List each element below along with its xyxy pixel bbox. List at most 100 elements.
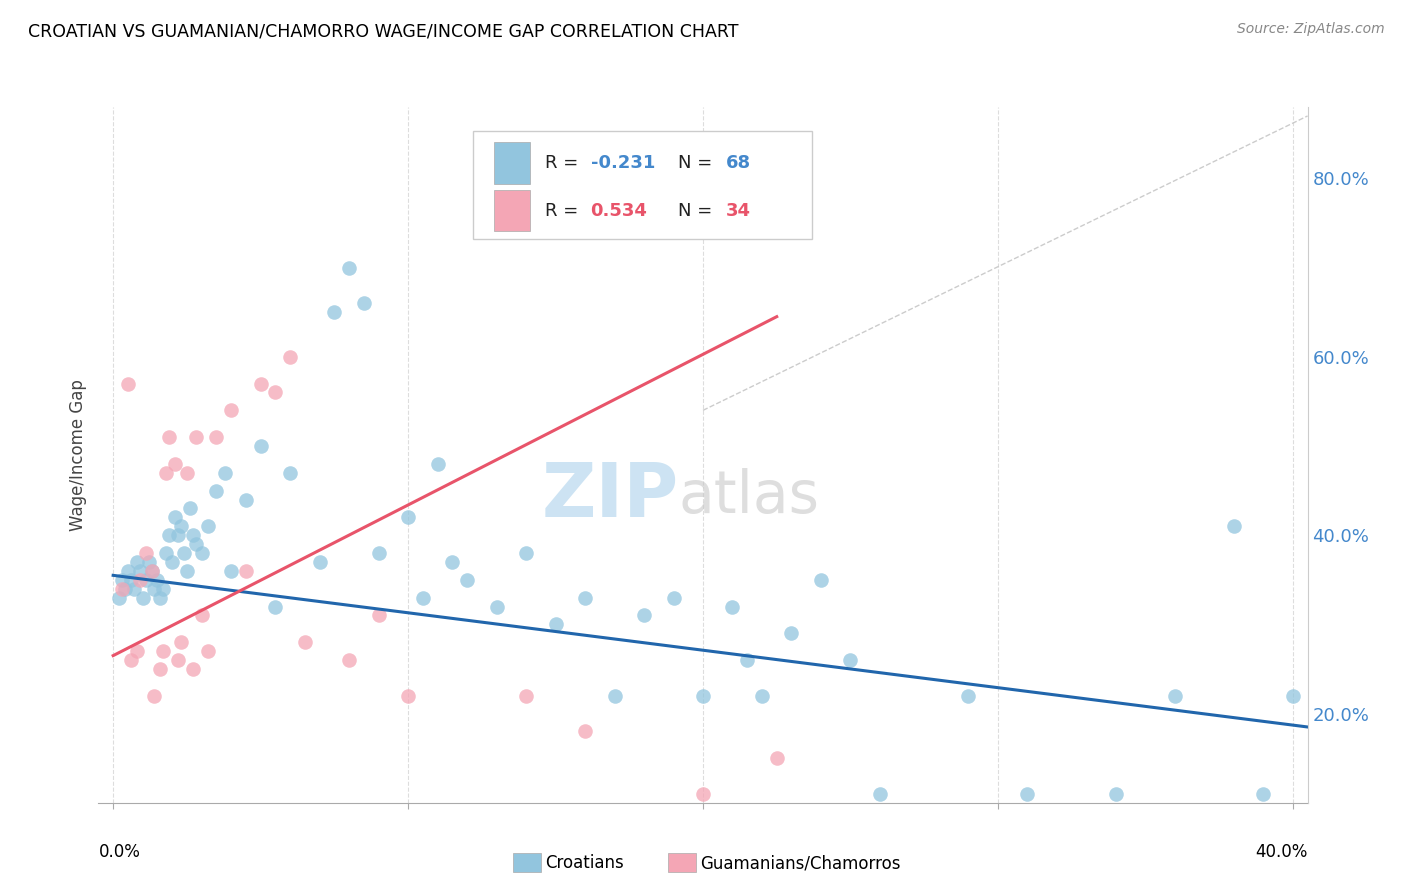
- Point: [117, 376, 139, 391]
- Point: [167, 653, 190, 667]
- Point: [957, 689, 980, 703]
- Point: [131, 591, 153, 605]
- Text: R =: R =: [544, 202, 583, 219]
- Point: [179, 501, 201, 516]
- Point: [184, 537, 207, 551]
- Point: [515, 689, 537, 703]
- Point: [264, 599, 287, 614]
- Point: [152, 644, 174, 658]
- Point: [155, 546, 177, 560]
- Point: [149, 591, 172, 605]
- Point: [278, 350, 301, 364]
- Point: [426, 457, 449, 471]
- Point: [1164, 689, 1187, 703]
- Point: [1017, 787, 1039, 801]
- Point: [353, 296, 375, 310]
- Text: 40.0%: 40.0%: [1256, 843, 1308, 861]
- Text: Source: ZipAtlas.com: Source: ZipAtlas.com: [1237, 22, 1385, 37]
- Point: [1223, 519, 1246, 533]
- Text: ZIP: ZIP: [541, 460, 679, 533]
- Point: [810, 573, 832, 587]
- Point: [735, 653, 758, 667]
- Text: N =: N =: [678, 154, 717, 172]
- Point: [869, 787, 891, 801]
- Point: [412, 591, 434, 605]
- Point: [337, 653, 360, 667]
- Point: [120, 573, 142, 587]
- Point: [396, 689, 419, 703]
- Point: [485, 599, 508, 614]
- Point: [160, 555, 183, 569]
- Point: [165, 457, 187, 471]
- Point: [117, 564, 139, 578]
- Point: [308, 555, 330, 569]
- Point: [205, 483, 228, 498]
- Y-axis label: Wage/Income Gap: Wage/Income Gap: [69, 379, 87, 531]
- Point: [181, 528, 204, 542]
- Text: 0.534: 0.534: [591, 202, 647, 219]
- FancyBboxPatch shape: [494, 190, 530, 231]
- Text: N =: N =: [678, 202, 717, 219]
- Point: [294, 635, 316, 649]
- Point: [1105, 787, 1128, 801]
- Point: [323, 305, 346, 319]
- Point: [780, 626, 803, 640]
- Point: [157, 430, 180, 444]
- Point: [574, 591, 596, 605]
- Point: [128, 564, 150, 578]
- Point: [146, 573, 169, 587]
- Point: [173, 546, 195, 560]
- Text: Croatians: Croatians: [546, 855, 624, 872]
- Text: 0.0%: 0.0%: [98, 843, 141, 861]
- Point: [135, 573, 157, 587]
- Point: [138, 555, 160, 569]
- FancyBboxPatch shape: [474, 131, 811, 239]
- Point: [170, 635, 193, 649]
- Point: [125, 644, 148, 658]
- Point: [367, 546, 389, 560]
- Point: [170, 519, 193, 533]
- Point: [155, 466, 177, 480]
- Point: [176, 564, 198, 578]
- Text: R =: R =: [544, 154, 583, 172]
- Point: [128, 573, 150, 587]
- Point: [135, 546, 157, 560]
- Point: [1253, 787, 1275, 801]
- Point: [235, 564, 257, 578]
- Point: [751, 689, 773, 703]
- Point: [122, 582, 145, 596]
- Point: [692, 787, 714, 801]
- Point: [114, 582, 136, 596]
- Text: CROATIAN VS GUAMANIAN/CHAMORRO WAGE/INCOME GAP CORRELATION CHART: CROATIAN VS GUAMANIAN/CHAMORRO WAGE/INCO…: [28, 22, 738, 40]
- Point: [167, 528, 190, 542]
- Point: [219, 564, 242, 578]
- Point: [120, 653, 142, 667]
- Point: [190, 608, 212, 623]
- Point: [143, 582, 166, 596]
- Point: [249, 439, 271, 453]
- Point: [264, 385, 287, 400]
- Point: [143, 689, 166, 703]
- Point: [205, 430, 228, 444]
- Point: [165, 510, 187, 524]
- Point: [111, 582, 134, 596]
- Point: [544, 617, 567, 632]
- Point: [765, 751, 787, 765]
- Point: [176, 466, 198, 480]
- Point: [839, 653, 862, 667]
- Point: [721, 599, 744, 614]
- Point: [456, 573, 478, 587]
- Point: [574, 724, 596, 739]
- Point: [249, 376, 271, 391]
- Point: [662, 591, 685, 605]
- Point: [111, 573, 134, 587]
- Point: [278, 466, 301, 480]
- Point: [219, 403, 242, 417]
- Point: [692, 689, 714, 703]
- Point: [235, 492, 257, 507]
- Point: [190, 546, 212, 560]
- Point: [197, 644, 219, 658]
- Point: [1282, 689, 1305, 703]
- Point: [633, 608, 655, 623]
- Text: 68: 68: [725, 154, 751, 172]
